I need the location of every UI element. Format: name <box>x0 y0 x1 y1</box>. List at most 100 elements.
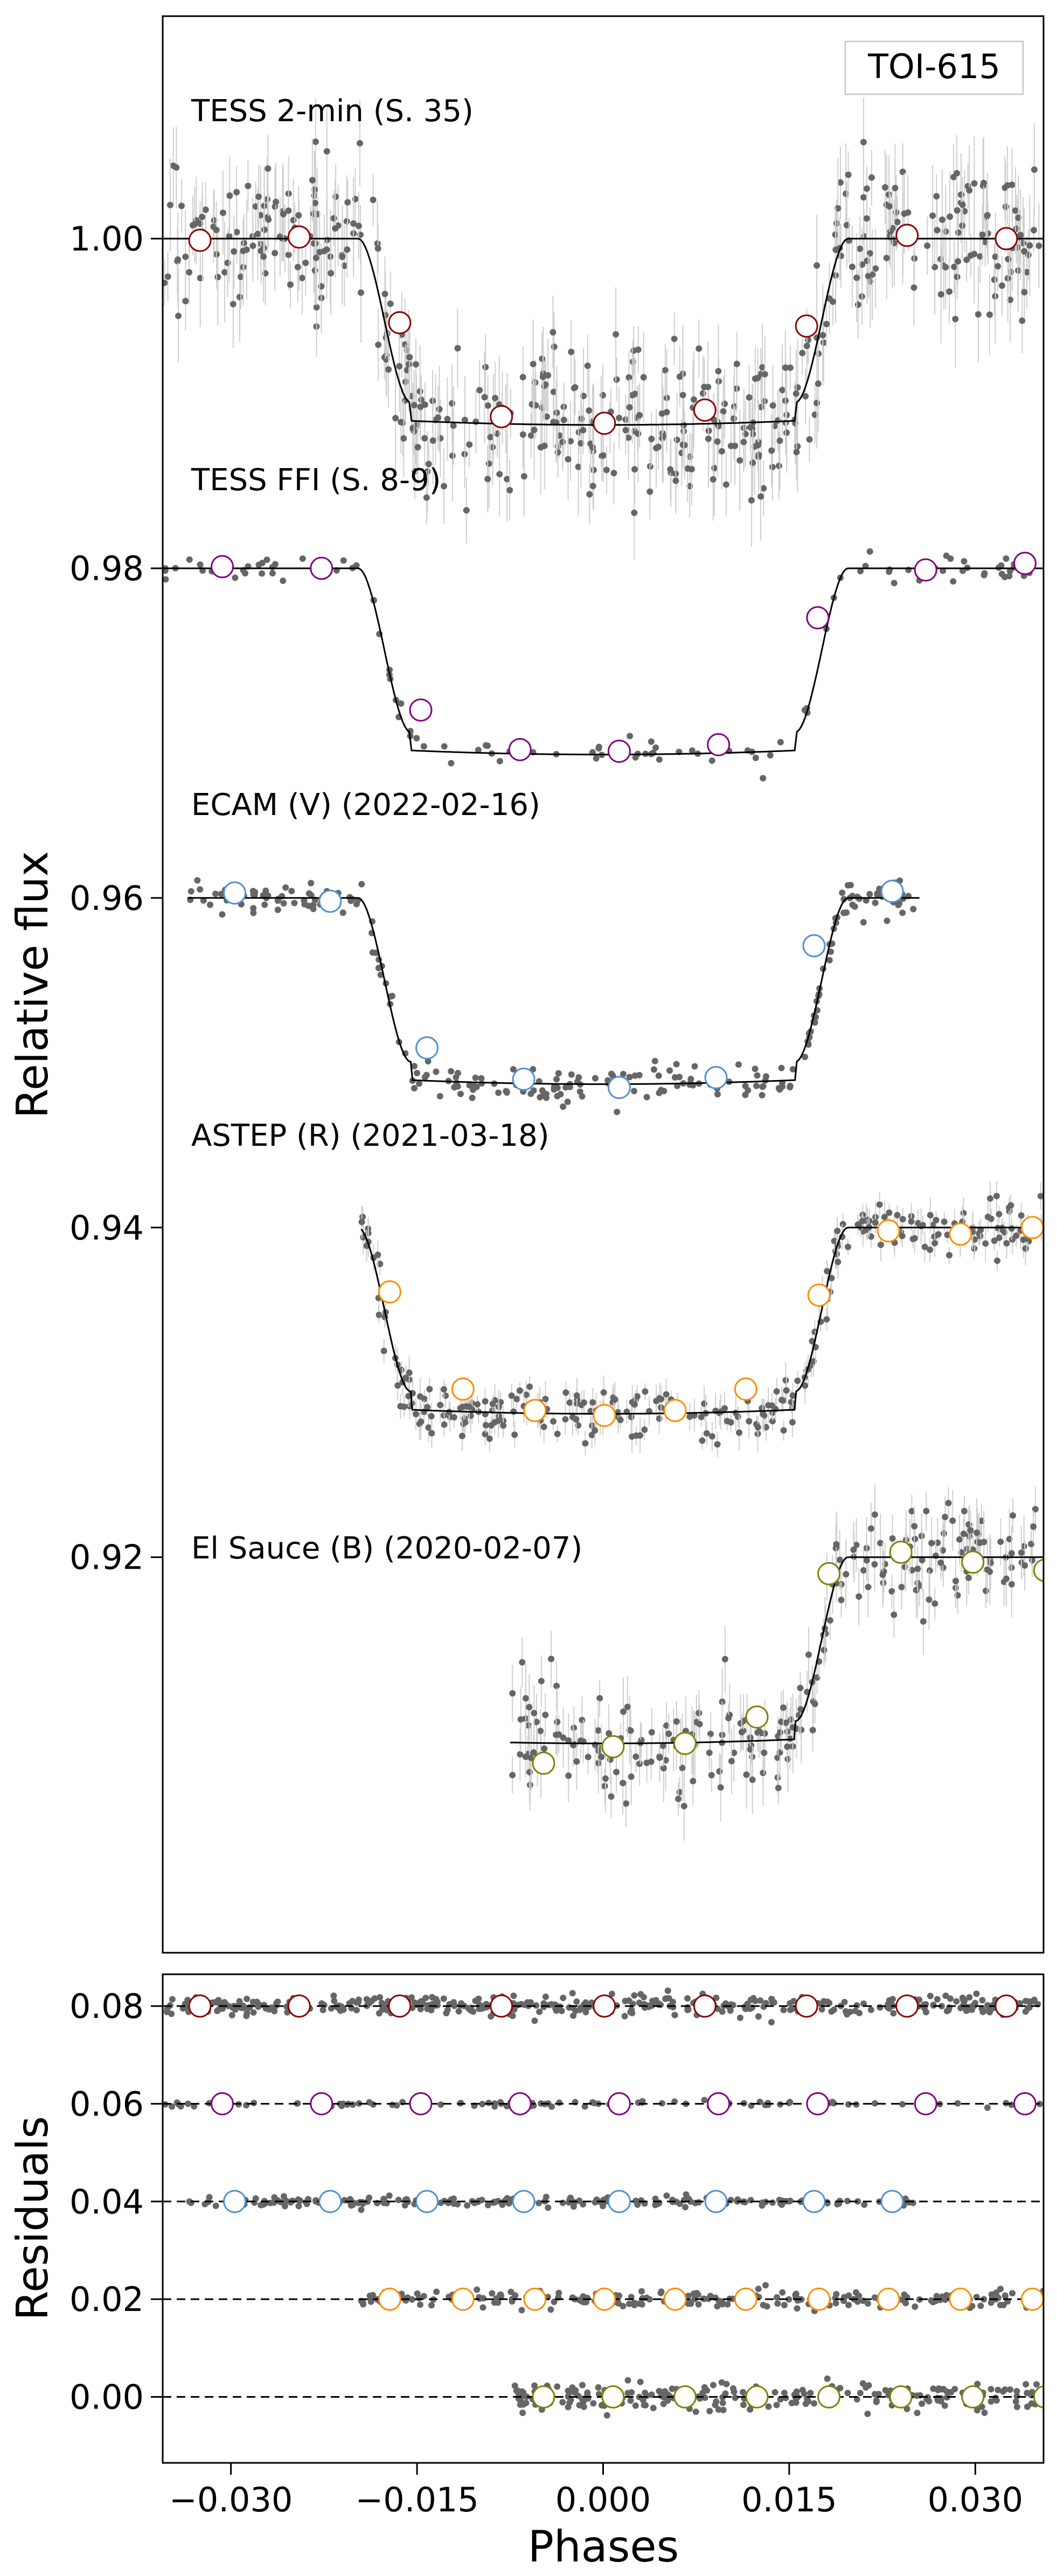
data-point <box>265 216 272 223</box>
data-point <box>166 201 173 208</box>
residual-point <box>924 2394 931 2401</box>
residual-point <box>811 2400 818 2407</box>
data-point <box>383 356 390 363</box>
data-point <box>551 343 558 350</box>
data-point <box>652 444 659 451</box>
binned-residual <box>817 2385 841 2409</box>
data-point <box>986 311 993 318</box>
data-point <box>374 245 381 252</box>
binned-point <box>223 881 247 905</box>
binned-point <box>663 1398 687 1422</box>
residual-point <box>947 1995 954 2002</box>
data-point <box>689 747 696 754</box>
data-point <box>425 1058 432 1065</box>
data-point <box>1026 242 1033 249</box>
data-point <box>163 576 169 583</box>
data-point <box>768 1402 775 1409</box>
residual-point <box>296 2197 303 2204</box>
residual-point <box>684 1995 691 2002</box>
data-point <box>482 1398 489 1405</box>
data-point <box>298 274 305 281</box>
residual-point <box>995 2386 1002 2393</box>
data-point <box>459 1403 466 1410</box>
residual-point <box>864 2300 871 2307</box>
residual-point <box>652 2195 659 2202</box>
data-point <box>837 179 844 186</box>
data-point <box>600 1389 607 1396</box>
residual-point <box>542 1993 549 2000</box>
data-point <box>584 363 591 370</box>
data-point <box>523 1695 530 1702</box>
data-point <box>1006 1536 1013 1543</box>
data-point <box>663 1722 670 1729</box>
data-point <box>553 1731 560 1738</box>
data-point <box>291 900 298 907</box>
data-point <box>963 256 970 263</box>
residual-point <box>747 2005 754 2012</box>
residual-point <box>988 2398 995 2405</box>
data-point <box>982 1588 989 1595</box>
residual-point <box>943 2388 950 2395</box>
data-point <box>721 1656 728 1663</box>
data-point <box>872 1219 879 1226</box>
data-point <box>339 909 346 916</box>
data-point <box>489 1401 496 1408</box>
data-point <box>592 1741 599 1748</box>
data-point <box>717 1784 724 1791</box>
data-point <box>527 432 534 439</box>
residual-point <box>877 2004 884 2011</box>
residual-point <box>941 2402 948 2409</box>
data-point <box>240 247 247 254</box>
data-point <box>411 402 418 409</box>
data-point <box>522 1753 529 1760</box>
residual-points <box>163 1987 1044 2419</box>
residual-point <box>551 2299 558 2306</box>
residual-point <box>565 2393 572 2400</box>
residual-axis-ticks: 0.08 0.06 0.04 0.02 0.00 <box>69 1987 163 2417</box>
data-point <box>753 1082 760 1089</box>
binned-point <box>593 412 616 435</box>
residual-point <box>416 2301 423 2308</box>
binned-point <box>607 1076 631 1099</box>
data-point <box>305 902 312 909</box>
residual-point <box>206 2194 213 2201</box>
data-point <box>762 1077 769 1084</box>
data-point <box>996 1234 1003 1241</box>
data-point <box>877 1241 884 1248</box>
binned-residual <box>593 1994 616 2018</box>
data-point <box>672 477 679 484</box>
data-point <box>526 1383 533 1390</box>
binned-residual <box>211 2092 234 2115</box>
data-point <box>636 412 643 419</box>
binned-point <box>532 1751 555 1775</box>
data-point <box>543 413 550 420</box>
binned-residual <box>388 1994 412 2018</box>
residual-point <box>685 2006 692 2013</box>
binned-point <box>704 1066 728 1089</box>
data-point <box>392 415 399 422</box>
data-point <box>285 251 292 258</box>
data-point <box>881 1214 888 1221</box>
data-point <box>484 476 491 483</box>
data-point <box>437 435 444 442</box>
data-point <box>998 562 1005 569</box>
residual-point <box>884 2003 891 2010</box>
data-point <box>910 284 917 291</box>
data-point <box>844 1243 851 1250</box>
data-point <box>824 1268 831 1275</box>
residual-point <box>554 2383 561 2390</box>
residual-point <box>1026 2004 1033 2011</box>
data-point <box>610 470 617 477</box>
data-point <box>486 1435 493 1442</box>
data-point <box>231 248 238 255</box>
data-point <box>213 226 220 233</box>
data-point <box>598 1753 605 1760</box>
data-point <box>163 280 168 287</box>
data-point <box>580 427 587 434</box>
data-point <box>946 1252 953 1259</box>
data-point <box>444 415 451 422</box>
data-point <box>340 557 347 564</box>
data-point <box>308 880 315 887</box>
data-point <box>832 246 839 253</box>
residual-point <box>986 2009 993 2016</box>
